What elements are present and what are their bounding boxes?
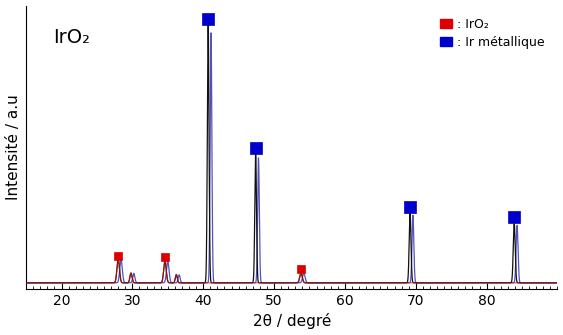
Legend: : IrO₂, : Ir métallique: : IrO₂, : Ir métallique bbox=[434, 12, 551, 55]
Y-axis label: Intensité / a.u: Intensité / a.u bbox=[6, 94, 21, 200]
X-axis label: 2θ / degré: 2θ / degré bbox=[253, 314, 331, 329]
Text: IrO₂: IrO₂ bbox=[53, 28, 90, 47]
